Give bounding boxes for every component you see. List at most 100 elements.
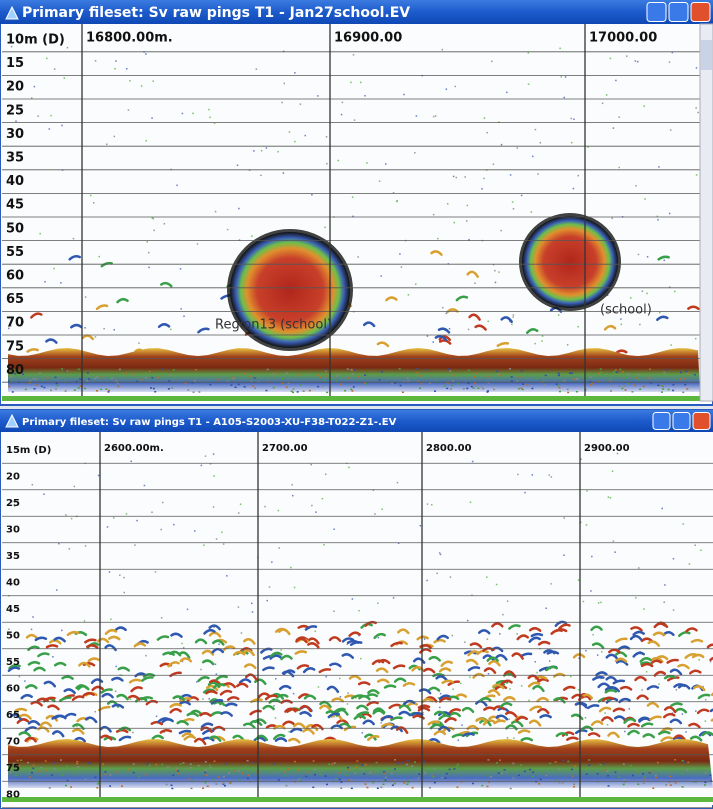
scroll-thumb[interactable] [701, 40, 712, 70]
seabed-speck [624, 386, 626, 388]
depth-label: 60 [6, 684, 20, 695]
seabed-speck [558, 768, 560, 770]
seabed-speck [238, 779, 240, 781]
seabed-speck [567, 389, 569, 391]
depth-unit-label: 10m (D) [6, 33, 65, 48]
noise-speck [322, 498, 324, 500]
seabed-speck [686, 769, 688, 771]
noise-speck [494, 270, 496, 272]
depth-label: 70 [6, 316, 24, 331]
noise-speck [378, 637, 380, 639]
noise-speck [401, 266, 403, 268]
noise-speck [607, 724, 609, 726]
noise-speck [183, 316, 185, 318]
noise-speck [548, 474, 550, 476]
noise-speck [95, 60, 97, 62]
noise-speck [106, 144, 108, 146]
noise-speck [253, 150, 255, 152]
noise-speck [283, 172, 285, 174]
noise-speck [53, 268, 55, 270]
noise-speck [620, 318, 622, 320]
noise-speck [348, 467, 350, 469]
noise-speck [646, 293, 648, 295]
noise-speck [352, 196, 354, 198]
seabed-speck [532, 772, 534, 774]
seabed-speck [32, 768, 34, 770]
noise-speck [695, 338, 697, 340]
seabed-speck [642, 773, 644, 775]
seabed-speck [198, 391, 200, 393]
bottom-bar [2, 396, 700, 401]
seabed-speck [309, 390, 311, 392]
depth-label: 70 [6, 737, 20, 748]
seabed-speck [457, 764, 459, 766]
noise-speck [570, 118, 572, 120]
noise-speck [452, 688, 454, 690]
seabed-speck [50, 390, 52, 392]
seabed-speck [577, 378, 579, 380]
seabed-speck [603, 763, 605, 765]
seabed-speck [416, 368, 418, 370]
noise-speck [208, 109, 210, 111]
seabed-speck [29, 380, 31, 382]
seabed-speck [151, 377, 153, 379]
noise-speck [56, 589, 58, 591]
seabed-speck [249, 376, 251, 378]
close-button[interactable] [691, 3, 710, 22]
noise-speck [323, 544, 325, 546]
seabed-speck [699, 767, 701, 769]
seabed-speck [501, 773, 503, 775]
seabed-speck [674, 759, 676, 761]
noise-speck [151, 117, 153, 119]
noise-speck [433, 116, 435, 118]
noise-speck [145, 655, 147, 657]
noise-speck [638, 254, 640, 256]
noise-speck [15, 120, 17, 122]
seabed-speck [361, 764, 363, 766]
seabed-speck [616, 371, 618, 373]
close-button[interactable] [693, 413, 710, 430]
noise-speck [613, 540, 615, 542]
seabed-speck [170, 785, 172, 787]
noise-speck [352, 598, 354, 600]
maximize-button[interactable] [669, 3, 688, 22]
seabed-speck [394, 783, 396, 785]
noise-speck [550, 583, 552, 585]
maximize-button[interactable] [673, 413, 690, 430]
noise-speck [182, 113, 184, 115]
noise-speck [260, 175, 262, 177]
seabed-speck [210, 767, 212, 769]
seabed-speck [665, 784, 667, 786]
seabed-speck [17, 760, 19, 762]
minimize-button[interactable] [647, 3, 666, 22]
window-title: Primary fileset: Sv raw pings T1 - A105-… [22, 417, 397, 428]
seabed-speck [205, 761, 207, 763]
noise-speck [339, 678, 341, 680]
scrollbar[interactable] [700, 24, 713, 401]
seabed-speck [481, 785, 483, 787]
seabed-speck [531, 388, 533, 390]
seabed-speck [381, 371, 383, 373]
noise-speck [203, 544, 205, 546]
seabed-speck [335, 778, 337, 780]
seabed-speck [650, 771, 652, 773]
noise-speck [540, 142, 542, 144]
seabed-speck [634, 384, 636, 386]
depth-label: 20 [6, 80, 24, 95]
seabed-speck [420, 383, 422, 385]
seabed-speck [125, 373, 127, 375]
depth-label: 55 [6, 657, 20, 668]
noise-speck [521, 195, 523, 197]
seabed-speck [511, 376, 513, 378]
seabed-speck [145, 377, 147, 379]
seabed-speck [230, 384, 232, 386]
minimize-button[interactable] [653, 413, 670, 430]
seabed-speck [100, 389, 102, 391]
noise-speck [577, 326, 579, 328]
seabed-speck [206, 774, 208, 776]
noise-speck [71, 518, 73, 520]
noise-speck [360, 658, 362, 660]
seabed-speck [649, 368, 651, 370]
seabed-speck [632, 775, 634, 777]
noise-speck [347, 703, 349, 705]
